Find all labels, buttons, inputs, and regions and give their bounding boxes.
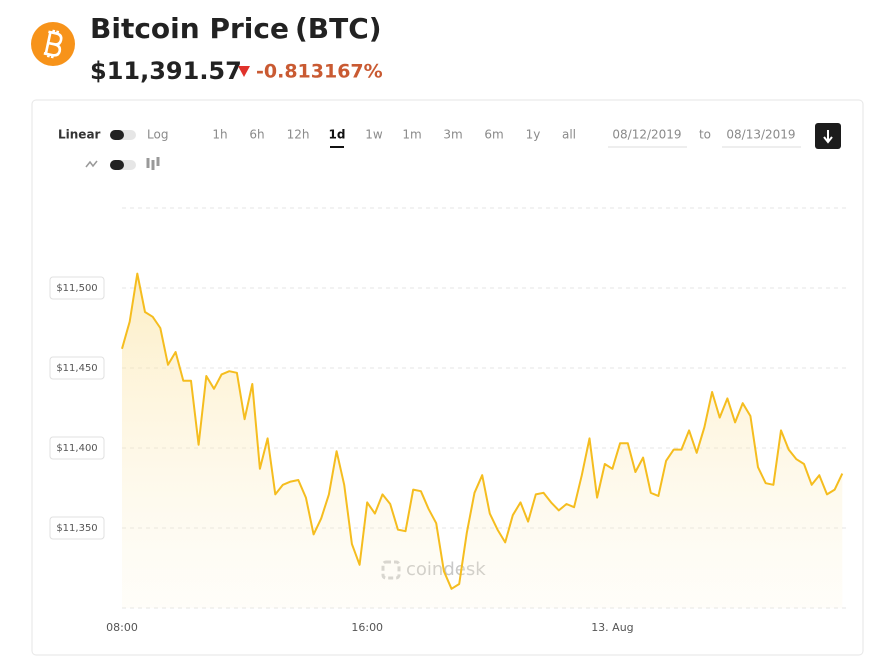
change: -0.813167% bbox=[256, 61, 383, 83]
price-line bbox=[121, 272, 844, 590]
down-arrow bbox=[238, 66, 250, 77]
title-name: Bitcoin Price bbox=[90, 12, 289, 45]
date-from[interactable]: 08/12/2019 bbox=[612, 128, 681, 142]
candle-icon[interactable] bbox=[146, 157, 160, 170]
title: Bitcoin Price (BTC) bbox=[90, 12, 382, 45]
range-button[interactable]: 1d bbox=[329, 128, 346, 142]
price: $11,391.57 bbox=[90, 57, 242, 85]
date-separator: to bbox=[699, 128, 711, 142]
y-tick-box bbox=[49, 516, 105, 540]
range-button[interactable]: 3m bbox=[443, 128, 462, 142]
range-button[interactable]: 12h bbox=[287, 128, 310, 142]
range-button[interactable]: 1m bbox=[402, 128, 421, 142]
y-tick-box bbox=[49, 276, 105, 300]
x-tick-label: 08:00 bbox=[106, 621, 138, 634]
line-icon[interactable] bbox=[85, 160, 98, 168]
range-button[interactable]: 1h bbox=[212, 128, 227, 142]
y-tick-label: $11,350 bbox=[56, 523, 97, 534]
range-button[interactable]: 1w bbox=[365, 128, 383, 142]
ticker: (BTC) bbox=[295, 12, 382, 45]
y-tick-label: $11,500 bbox=[56, 283, 97, 294]
range-buttons: 1h 6h 12h 1d 1w 1m 3m 6m 1y all bbox=[212, 128, 576, 148]
y-tick-label: $11,450 bbox=[56, 363, 97, 374]
range-button[interactable]: 6m bbox=[484, 128, 503, 142]
y-tick-box bbox=[49, 436, 105, 460]
plot: $11,350 $11,400 $11,450 $11,500 08:00 16:00 13… bbox=[49, 207, 850, 634]
scale-log[interactable]: Log bbox=[147, 128, 168, 142]
range-button[interactable]: 1y bbox=[526, 128, 541, 142]
scale-linear[interactable]: Linear bbox=[58, 128, 101, 142]
y-tick-box bbox=[49, 356, 105, 380]
logo-symbol bbox=[43, 29, 63, 59]
toggle-knob bbox=[110, 130, 124, 140]
area-fill bbox=[122, 273, 843, 608]
x-tick-label: 13. Aug bbox=[591, 621, 633, 634]
y-tick-label: $11,400 bbox=[56, 443, 97, 454]
range-button[interactable]: all bbox=[562, 128, 576, 142]
download-icon bbox=[823, 130, 833, 144]
range-button[interactable]: 6h bbox=[249, 128, 264, 142]
x-tick-label: 16:00 bbox=[351, 621, 383, 634]
toggle-knob bbox=[110, 160, 124, 170]
date-to[interactable]: 08/13/2019 bbox=[726, 128, 795, 142]
